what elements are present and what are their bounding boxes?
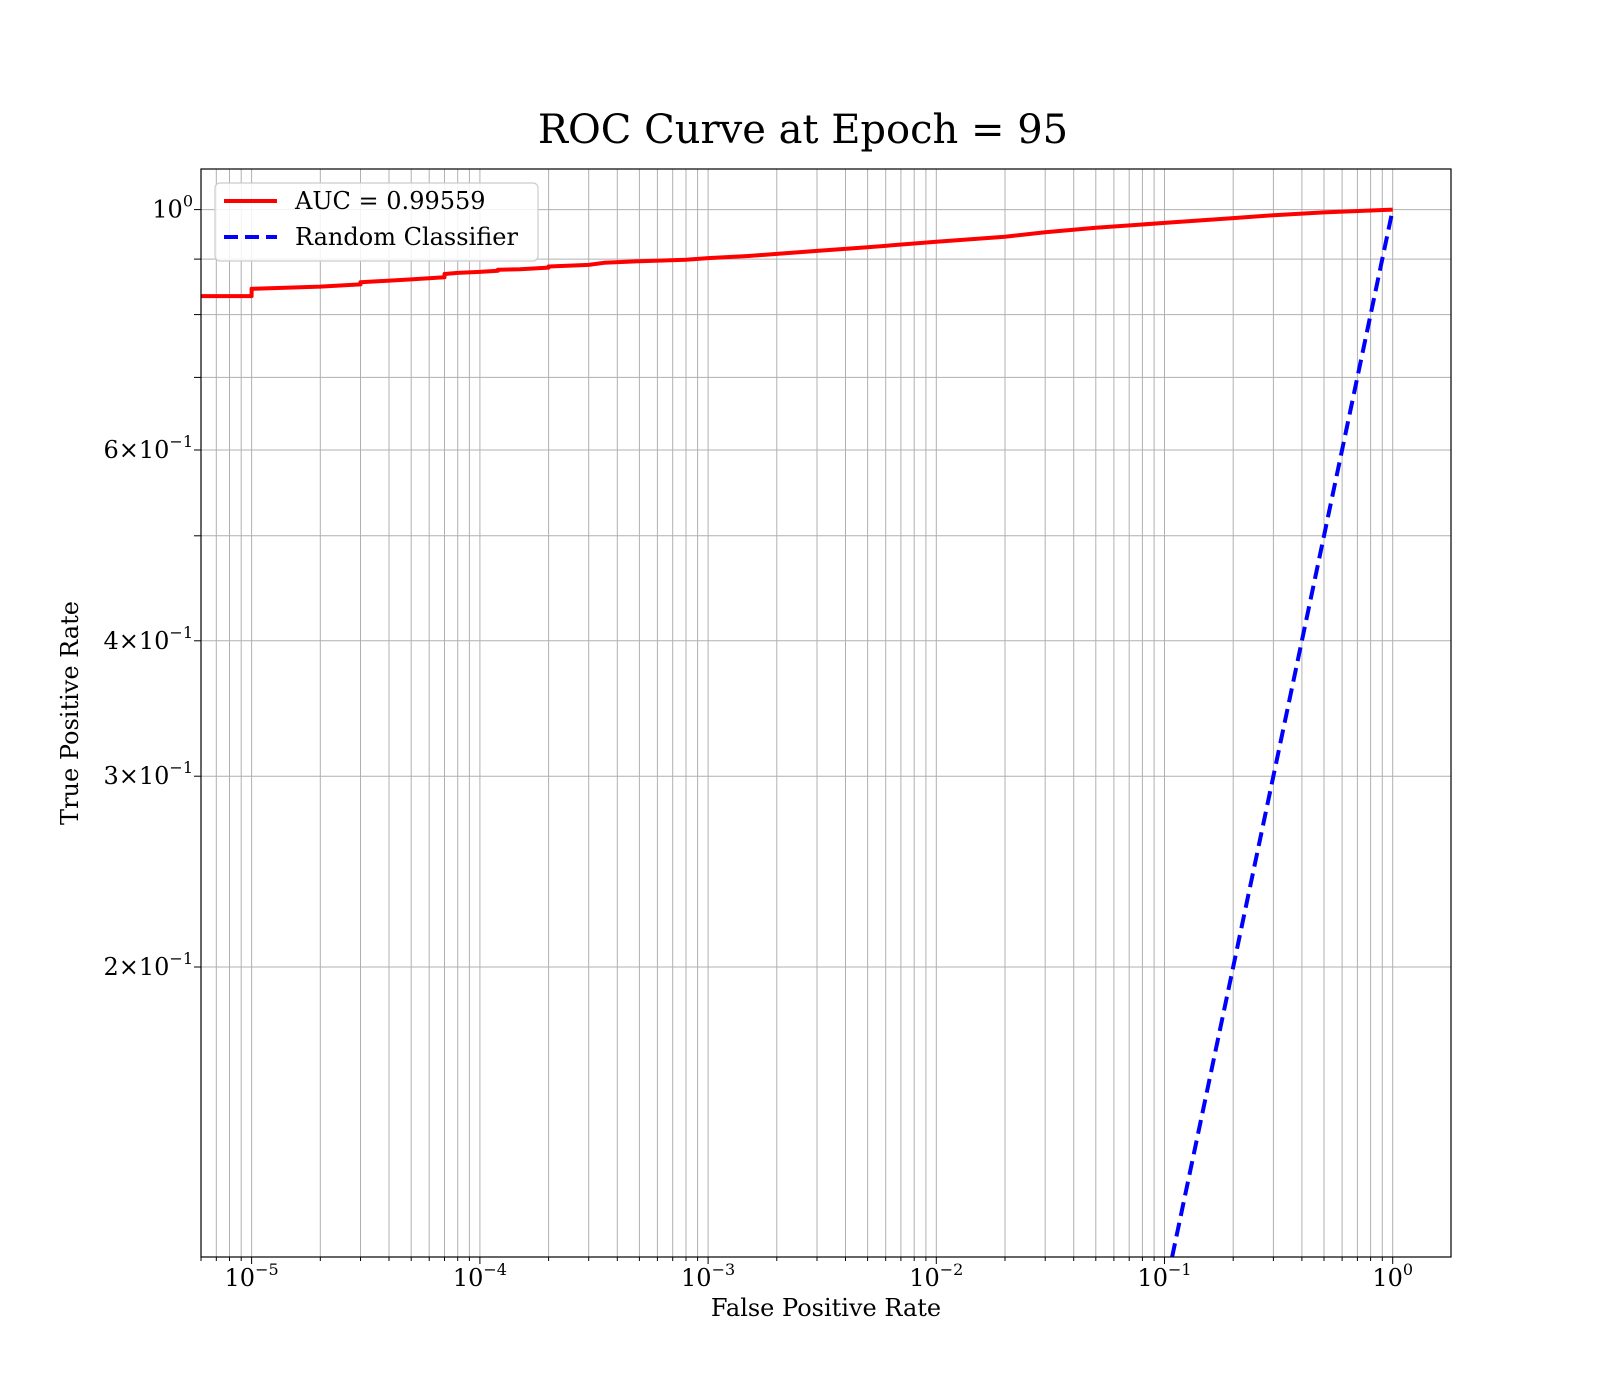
legend-label-auc: AUC = 0.99559 xyxy=(294,187,486,215)
x-tick-label: 10−5 xyxy=(225,1260,279,1292)
y-tick-label: 3×10−1 xyxy=(103,758,193,790)
x-tick-label: 10−3 xyxy=(681,1260,735,1292)
axes-frame xyxy=(200,168,1452,1258)
legend: AUC = 0.99559 Random Classifier xyxy=(214,182,539,262)
x-tick-label: 100 xyxy=(1372,1260,1413,1292)
y-tick-labels: 100 6×10−1 4×10−1 3×10−1 2×10−1 xyxy=(103,192,193,981)
x-tick-labels: 10−5 10−4 10−3 10−2 10−1 100 xyxy=(225,1260,1414,1292)
x-tick-label: 10−1 xyxy=(1137,1260,1191,1292)
series-line-random xyxy=(1170,209,1395,1257)
legend-box xyxy=(214,182,539,262)
tick-marks xyxy=(194,209,1394,1264)
chart-title: ROC Curve at Epoch = 95 xyxy=(538,107,1068,153)
y-tick-label: 4×10−1 xyxy=(103,623,193,655)
x-tick-label: 10−4 xyxy=(453,1260,507,1292)
x-axis-label: False Positive Rate xyxy=(711,1294,941,1322)
y-axis-label: True Positive Rate xyxy=(56,601,84,825)
y-tick-label: 6×10−1 xyxy=(103,432,193,464)
series-line-auc xyxy=(201,207,1393,299)
x-tick-label: 10−2 xyxy=(909,1260,963,1292)
y-tick-label: 2×10−1 xyxy=(103,949,193,981)
legend-label-random: Random Classifier xyxy=(295,223,518,251)
y-tick-label: 100 xyxy=(152,192,193,224)
plot-area xyxy=(201,207,1395,1257)
